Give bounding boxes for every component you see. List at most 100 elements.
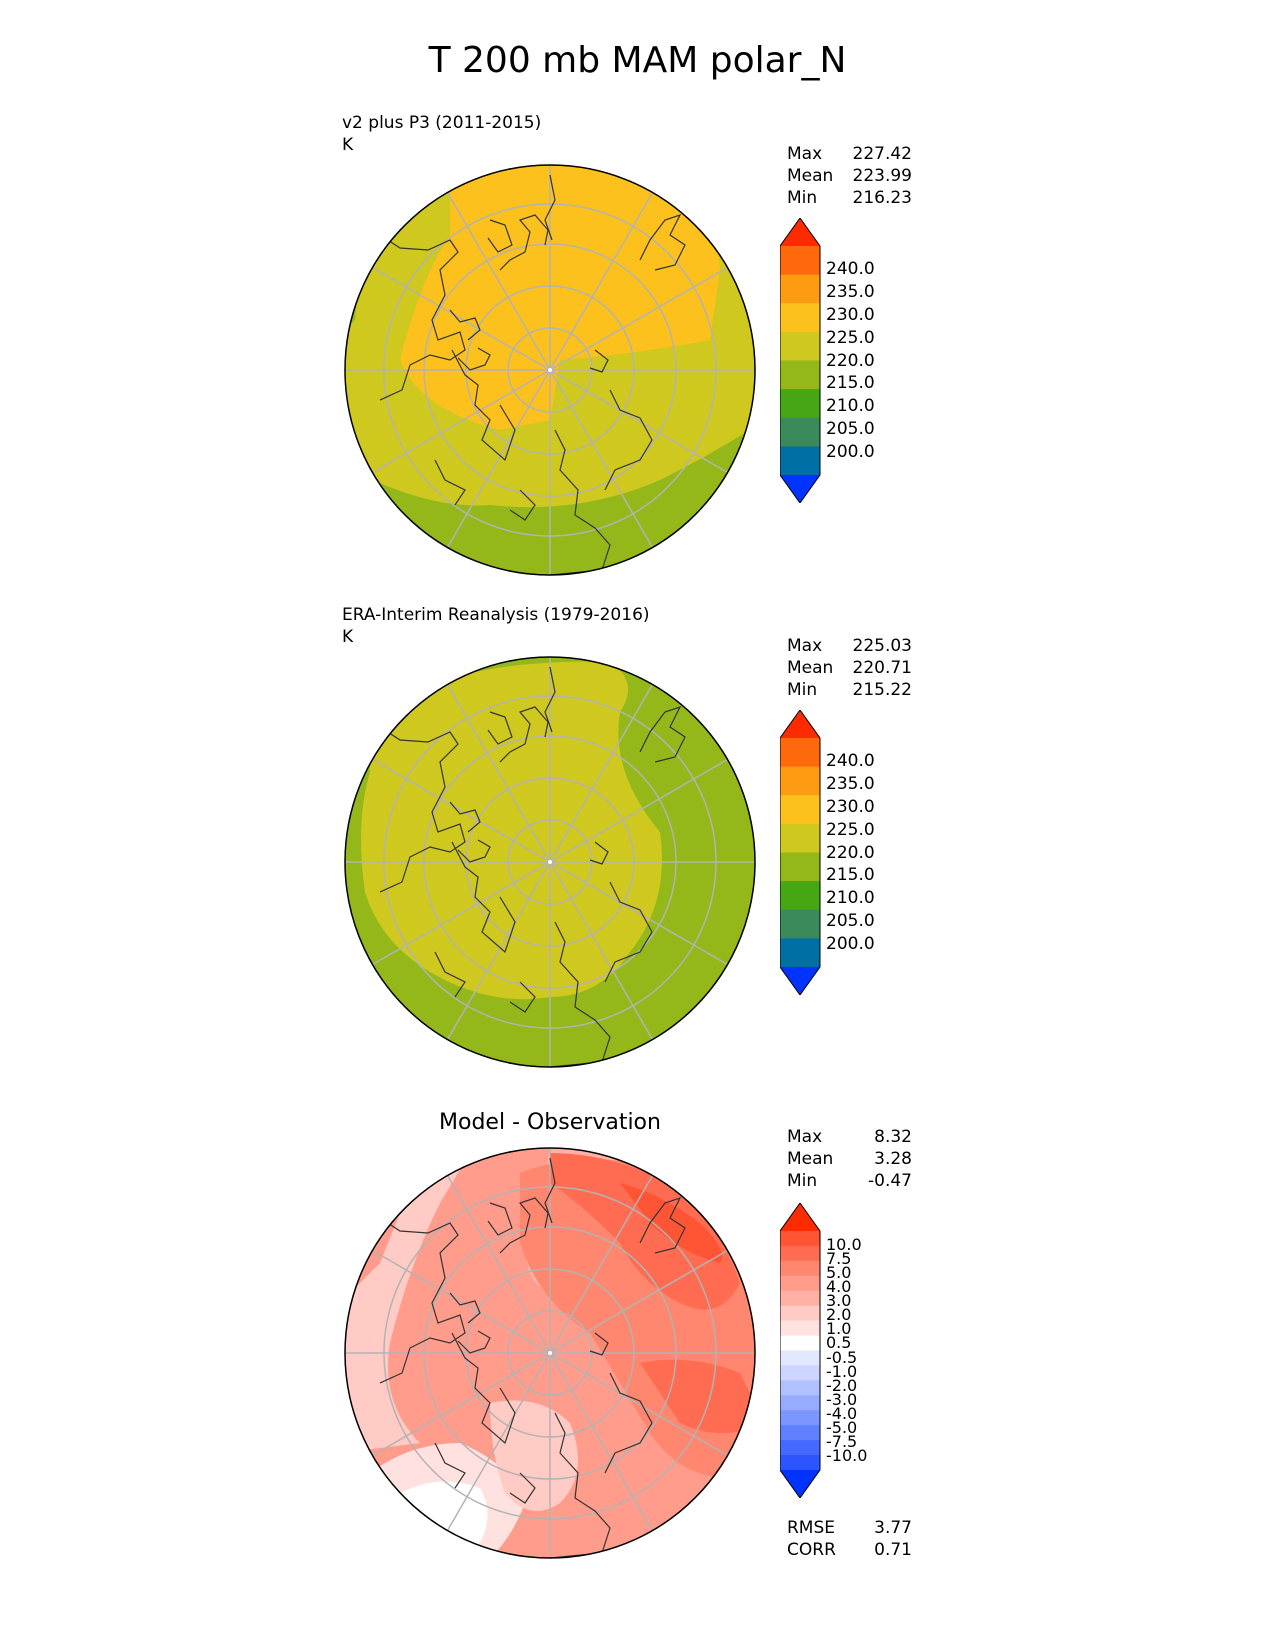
colorbar-tick-label: 200.0 (826, 442, 875, 463)
coastline (639, 1196, 686, 1254)
panel2-polar-map (344, 656, 756, 1068)
colorbar-tick-label: 230.0 (826, 304, 875, 325)
coastline (589, 349, 609, 373)
colorbar-tick-label: 0.5 (826, 1333, 852, 1353)
coastline (509, 489, 536, 521)
coastline (544, 1157, 556, 1224)
colorbar-outline (780, 218, 821, 503)
coastline (449, 801, 481, 833)
colorbar-segment (780, 1365, 820, 1381)
colorbar-segment (780, 417, 820, 447)
panel1-case: v2 plus P3 (2011-2015) (342, 113, 542, 133)
panel3-colorbar (780, 1203, 821, 1498)
colorbar-segment (780, 1455, 820, 1471)
stat-row: Min -0.47 (787, 1171, 912, 1191)
coastline (451, 349, 516, 462)
colorbar-segment (780, 1440, 820, 1456)
colorbar-segment (780, 1425, 820, 1441)
colorbar-segment (780, 1275, 820, 1292)
colorbar-tick-label: 225.0 (826, 819, 875, 840)
colorbar-tick-label: 240.0 (826, 750, 875, 771)
coastline (434, 951, 466, 998)
coastline (499, 706, 549, 763)
coastlines (379, 174, 686, 575)
coastline (434, 459, 466, 506)
coastlines (379, 666, 686, 1067)
stat-row: Max 227.42 (787, 144, 912, 164)
colorbar-tick-label: 2.0 (826, 1305, 852, 1325)
colorbar-tick-label: 220.0 (826, 350, 875, 371)
colorbar-segment (780, 1290, 820, 1307)
stat-row: Mean 223.99 (787, 166, 912, 186)
panel1-colorbar (780, 218, 821, 503)
stat-row: Mean 3.28 (787, 1149, 912, 1169)
colorbar-outline (780, 1203, 821, 1498)
field-contour (640, 1359, 755, 1433)
coastline (509, 1472, 536, 1504)
colorbar-tick-label: 225.0 (826, 327, 875, 348)
panel3-metrics: RMSE 3.77 CORR 0.71 (787, 1517, 912, 1561)
field-contour (620, 1183, 723, 1263)
colorbar-segment (780, 1231, 820, 1247)
field-contour (396, 1481, 488, 1553)
stat-row: Max 225.03 (787, 636, 912, 656)
colorbar-tick-label: 10.0 (826, 1235, 862, 1255)
panel1-polar-map (344, 164, 756, 576)
metric-row: CORR 0.71 (787, 1540, 912, 1560)
colorbar-segment (780, 360, 820, 390)
colorbar-segment (780, 331, 820, 361)
stat-row: Max 8.32 (787, 1127, 912, 1147)
colorbar-extend-max (780, 218, 820, 246)
coastline (509, 981, 536, 1013)
colorbar-segment (780, 1305, 820, 1322)
colorbar-tick-label: 215.0 (826, 865, 875, 886)
colorbar-segment (780, 1245, 820, 1262)
colorbar-tick-label: 240.0 (826, 258, 875, 279)
colorbar-tick-label: 5.0 (826, 1263, 852, 1283)
panel3-polar-map (344, 1147, 756, 1559)
coastline (379, 234, 466, 401)
colorbar-tick-label: 235.0 (826, 773, 875, 794)
colorbar-tick-label: 3.0 (826, 1291, 852, 1311)
coastline (499, 214, 549, 271)
colorbar-segment (780, 881, 820, 911)
colorbar-tick-label: -7.5 (826, 1431, 858, 1451)
colorbar-segment (780, 1410, 820, 1426)
field-contour (361, 661, 662, 1000)
colorbar-segment (780, 852, 820, 882)
panel1-units: K (342, 135, 354, 155)
field-contour (345, 1153, 470, 1453)
colorbar-tick-label: 205.0 (826, 419, 875, 440)
colorbar-tick-label: 235.0 (826, 281, 875, 302)
coastline (457, 839, 491, 863)
colorbar-tick-label: 220.0 (826, 842, 875, 863)
coastline (604, 881, 653, 983)
colorbar-segment (780, 303, 820, 333)
colorbar-segment (780, 1350, 820, 1366)
colorbar-segment (780, 738, 820, 768)
stat-row: Min 216.23 (787, 188, 912, 208)
metric-row: RMSE 3.77 (787, 1518, 912, 1538)
stat-row: Mean 220.71 (787, 658, 912, 678)
panel2-title: ERA-Interim Reanalysis (1979-2016) K (342, 604, 650, 648)
panel3-stats: Max 8.32 Mean 3.28 Min -0.47 (787, 1126, 912, 1192)
pole-dot (548, 1351, 552, 1355)
coastline (449, 309, 481, 341)
coastline (487, 1202, 513, 1236)
coastline (549, 429, 611, 575)
colorbar-tick-label: 210.0 (826, 888, 875, 909)
colorbar-tick-label: -0.5 (826, 1347, 858, 1367)
panel1-stats: Max 227.42 Mean 223.99 Min 216.23 (787, 143, 912, 209)
coastline (549, 921, 611, 1067)
figure-title: T 200 mb MAM polar_N (428, 40, 847, 81)
stat-row: Min 215.22 (787, 680, 912, 700)
colorbar-tick-label: 1.0 (826, 1319, 852, 1339)
colorbar-segment (780, 1320, 820, 1337)
coastline (499, 1197, 549, 1254)
colorbar-tick-label: 210.0 (826, 396, 875, 417)
colorbar-segment (780, 823, 820, 853)
map-border (344, 164, 756, 576)
colorbar-extend-max (780, 710, 820, 738)
colorbar-segment (780, 274, 820, 304)
colorbar-segment (780, 446, 820, 476)
